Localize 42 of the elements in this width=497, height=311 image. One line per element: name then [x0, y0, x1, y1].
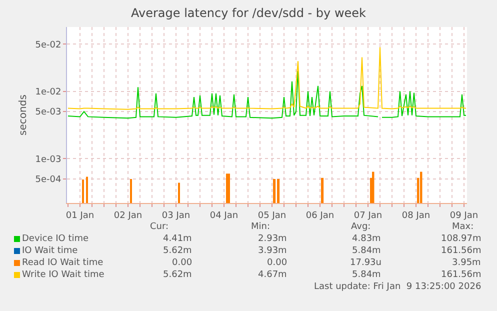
y-tick-label: 5e-04	[35, 175, 62, 186]
y-axis-title: seconds	[18, 94, 30, 136]
x-tick-label: 08 Jan	[402, 210, 430, 221]
text: Cur:	[150, 222, 169, 232]
legend-label: Read IO Wait time	[22, 258, 104, 268]
y-tick-label: 5e-03	[35, 108, 62, 118]
x-tick-label: 05 Jan	[258, 210, 286, 221]
text: 4.67m	[258, 270, 287, 280]
x-tick-label: 09 Jan	[450, 210, 478, 221]
text: 17.93u	[350, 258, 382, 268]
text: 4.83m	[352, 234, 381, 244]
line-series	[68, 46, 466, 110]
text: 4.41m	[163, 234, 192, 244]
chart-title: Average latency for /dev/sdd - by week	[131, 6, 366, 20]
legend-label: Write IO Wait time	[22, 270, 105, 280]
y-tick-label: 1e-02	[35, 87, 62, 98]
text: 108.97m	[441, 234, 482, 244]
text: 0.00	[267, 258, 288, 268]
x-tick-label: 06 Jan	[306, 210, 334, 221]
y-tick-label: 1e-03	[35, 154, 62, 165]
text: 161.56m	[441, 270, 482, 280]
x-tick-label: 03 Jan	[162, 210, 190, 221]
text: 5.62m	[163, 246, 192, 256]
text: 2.93m	[258, 234, 287, 244]
text: Min:	[251, 222, 270, 232]
text: Max:	[452, 222, 474, 232]
text: Last update: Fri Jan 9 13:25:00 2026	[314, 282, 482, 292]
y-tick-label: 5e-02	[35, 40, 62, 50]
text: 3.95m	[452, 258, 481, 268]
text: 3.93m	[258, 246, 287, 256]
x-tick-label: 04 Jan	[210, 210, 238, 221]
x-tick-label: 07 Jan	[354, 210, 382, 221]
text: 5.84m	[352, 246, 381, 256]
text: Avg:	[351, 222, 371, 232]
x-tick-label: 02 Jan	[114, 210, 142, 221]
legend-label: IO Wait time	[22, 246, 78, 256]
text: 161.56m	[441, 246, 482, 256]
text: 5.84m	[352, 270, 381, 280]
text: 0.00	[172, 258, 192, 268]
legend-label: Device IO time	[22, 234, 90, 244]
text: 5.62m	[163, 270, 192, 280]
x-tick-label: 01 Jan	[66, 210, 94, 221]
